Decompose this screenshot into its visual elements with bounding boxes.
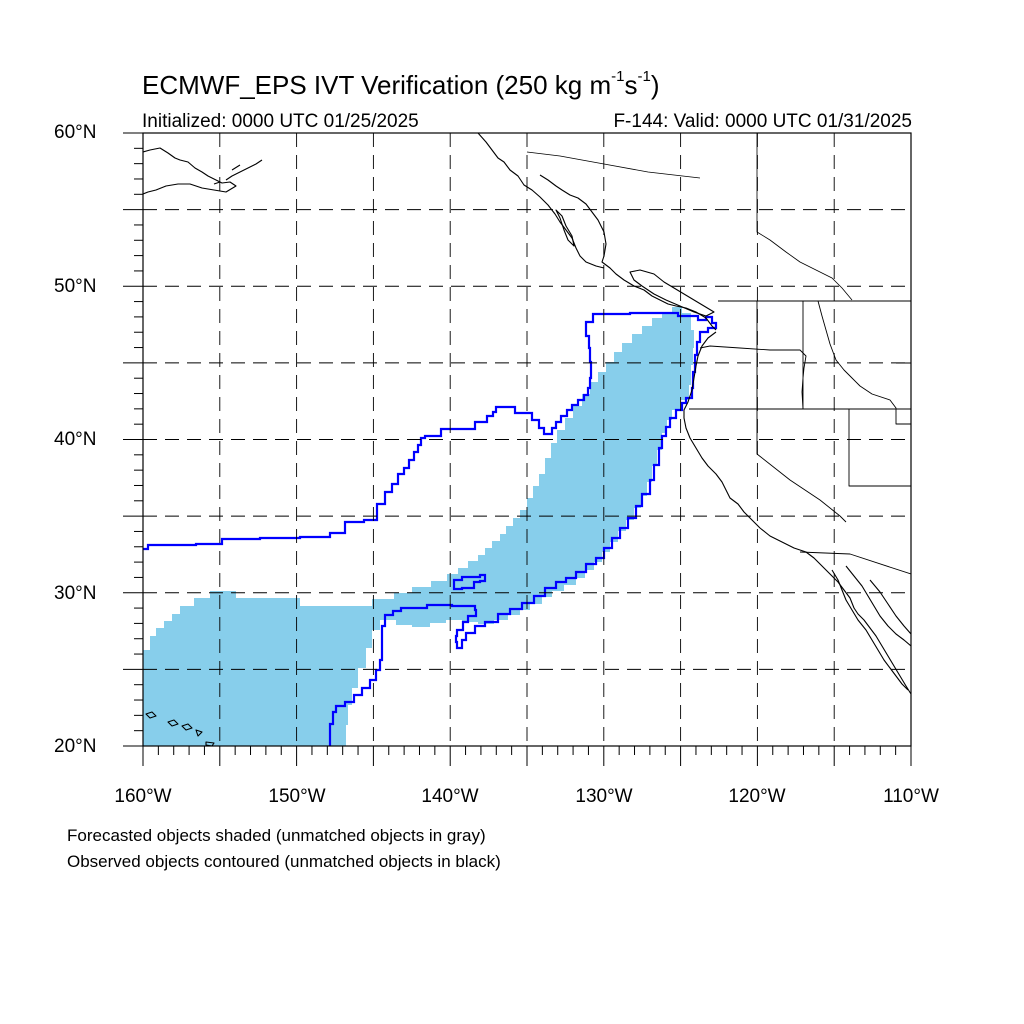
lon-label-120w: 120°W <box>728 786 786 807</box>
title-exponent-2: -1 <box>637 68 651 86</box>
gulf-of-california-coast <box>845 565 911 647</box>
haida-gwaii-islands <box>555 209 575 247</box>
lon-label-110w: 110°W <box>883 786 939 807</box>
title-unit-s: s <box>624 70 638 100</box>
title-close: ) <box>650 70 660 100</box>
footnote-forecast: Forecasted objects shaded (unmatched obj… <box>67 826 486 845</box>
mexico-mainland-coast <box>869 579 911 635</box>
baja-peninsula <box>831 569 909 691</box>
initialized-time: Initialized: 0000 UTC 01/25/2025 <box>142 111 419 132</box>
lon-label-160w: 160°W <box>114 786 172 807</box>
map-grid <box>143 133 911 746</box>
lat-label-30n: 30°N <box>54 583 97 604</box>
lat-label-60n: 60°N <box>54 122 97 143</box>
footnote-observed: Observed objects contoured (unmatched ob… <box>67 852 501 871</box>
title-text: ECMWF_EPS IVT Verification (250 kg m <box>142 70 612 100</box>
lon-label-140w: 140°W <box>421 786 479 807</box>
forecast-ivt-object <box>143 307 694 746</box>
vancouver-island <box>629 269 715 317</box>
lat-label-20n: 20°N <box>54 736 97 757</box>
lon-label-150w: 150°W <box>268 786 326 807</box>
bc-coastline <box>539 174 717 331</box>
figure-title: ECMWF_EPS IVT Verification (250 kg m-1s-… <box>142 68 660 101</box>
map-ticks <box>123 132 912 766</box>
alaska-coastline <box>143 147 237 195</box>
lon-label-130w: 130°W <box>575 786 633 807</box>
valid-time: F-144: Valid: 0000 UTC 01/31/2025 <box>613 111 912 132</box>
lat-label-50n: 50°N <box>54 276 97 297</box>
alaska-panhandle-coast <box>477 133 605 269</box>
observed-ivt-contour-island <box>452 573 487 591</box>
lat-label-40n: 40°N <box>54 429 97 450</box>
hawaii-islands <box>145 711 215 746</box>
us-west-coast <box>683 331 911 695</box>
title-exponent-1: -1 <box>611 68 625 86</box>
aleutian-islands <box>213 159 263 185</box>
state-borders <box>689 300 911 575</box>
map-frame <box>142 132 912 747</box>
canada-province-border <box>526 133 853 301</box>
